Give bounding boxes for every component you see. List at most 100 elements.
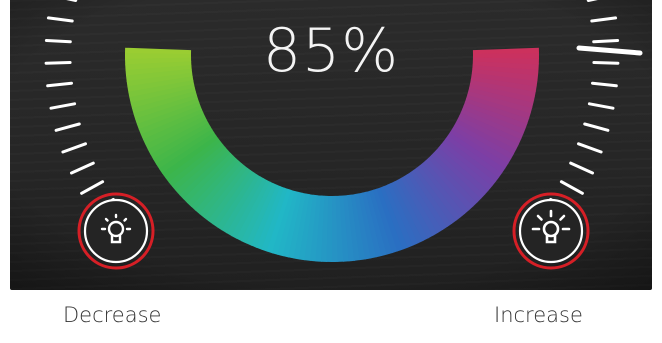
highlight-ring (77, 192, 155, 270)
hue-ring-segment (435, 146, 489, 195)
hue-ring-segment (466, 94, 531, 119)
hue-ring-segment (376, 187, 404, 252)
hue-ring-segment (168, 141, 224, 188)
hue-ring-segment (383, 184, 414, 248)
hue-ring-segment (471, 68, 539, 81)
hue-ring-segment (410, 169, 453, 228)
hue-ring-segment (236, 179, 271, 242)
button-ring (518, 198, 584, 264)
hue-ring-segment (212, 170, 255, 228)
left-tick (44, 39, 72, 44)
right-tick (559, 180, 584, 195)
hue-ring-segment (241, 181, 275, 244)
hue-ring-segment (390, 181, 424, 244)
left-tick (46, 81, 73, 88)
left-tick (46, 16, 74, 23)
hue-ring-segment (346, 194, 361, 261)
hue-ring-segment (467, 90, 533, 114)
hue-ring-segment (464, 97, 530, 124)
hue-ring-segment (128, 80, 195, 99)
hue-ring-segment (343, 195, 355, 262)
left-tick (54, 122, 81, 132)
right-tick (587, 102, 615, 110)
hue-ring-segment (470, 75, 537, 92)
hue-ring-segment (453, 122, 515, 160)
hue-ring-segment (165, 138, 222, 183)
hue-ring-segment (135, 98, 200, 125)
hue-ring-segment (277, 190, 300, 257)
hue-ring-segment (350, 194, 366, 261)
hue-ring-segment (288, 192, 307, 259)
left-tick (70, 161, 95, 175)
hue-ring-segment (361, 191, 383, 258)
hue-ring-segment (191, 158, 240, 211)
hue-ring-segment (131, 91, 197, 115)
hue-ring-segment (282, 191, 303, 258)
hue-ring-segment (304, 194, 318, 261)
hue-ring-segment (427, 155, 478, 207)
right-tick (577, 142, 603, 154)
increase-brightness-button[interactable] (511, 191, 591, 271)
left-tick (80, 180, 105, 195)
right-tick (592, 39, 620, 44)
hue-ring-segment (449, 128, 509, 169)
highlight-ring (512, 192, 590, 270)
hue-ring-segment (140, 108, 204, 141)
hue-ring-segment (407, 171, 448, 231)
brightness-percentage: 85% (262, 16, 400, 86)
hue-ring-segment (226, 176, 264, 237)
hue-ring-segment (175, 147, 229, 196)
hue-ring-segment (129, 83, 195, 104)
hue-ring-segment (136, 101, 201, 130)
hue-ring-segment (358, 192, 377, 259)
hue-ring-segment (445, 134, 503, 178)
hue-ring-segment (217, 172, 258, 231)
hue-ring-segment (195, 160, 243, 215)
hue-ring-segment (162, 135, 219, 179)
right-tick (583, 122, 610, 132)
hue-ring-segment (298, 194, 314, 261)
hue-ring-segment (430, 152, 482, 203)
hue-ring-segment (256, 186, 285, 250)
hue-ring-segment (183, 152, 234, 204)
hue-ring-segment (413, 167, 457, 225)
hue-ring-segment (130, 87, 196, 109)
increase-label: Increase (494, 303, 583, 327)
hue-ring-segment (138, 105, 203, 136)
hue-ring-segment (354, 193, 372, 260)
hue-ring-segment (471, 71, 538, 87)
brightness-control-panel: 85% (10, 0, 652, 290)
hue-ring-segment (145, 115, 207, 151)
left-tick (49, 102, 77, 110)
hue-ring-segment (403, 173, 444, 234)
color-ring-graphic (10, 0, 652, 290)
left-tick (44, 61, 72, 65)
hue-ring-segment (400, 175, 439, 236)
right-tick (590, 16, 618, 23)
button-ring (83, 198, 149, 264)
hue-ring-segment (221, 174, 261, 234)
hue-ring-segment (172, 144, 226, 192)
level-indicator-tick (576, 45, 643, 56)
hue-ring-segment (246, 183, 278, 246)
hue-ring-segment (153, 125, 213, 165)
hue-ring-segment (455, 118, 517, 155)
hue-ring-segment (419, 162, 466, 218)
hue-ring-segment (179, 150, 232, 200)
hue-ring-segment (457, 115, 520, 150)
hue-ring-segment (293, 193, 311, 260)
hue-ring-segment (150, 122, 211, 160)
hue-ring-segment (231, 178, 268, 239)
hue-ring (125, 47, 540, 263)
decrease-label: Decrease (63, 303, 162, 327)
hue-ring-segment (443, 138, 500, 183)
hue-ring-segment (468, 86, 534, 109)
hue-ring-segment (271, 189, 296, 255)
hue-ring-segment (142, 112, 206, 146)
decrease-brightness-button[interactable] (76, 191, 156, 271)
left-tick (61, 142, 87, 154)
hue-ring-segment (462, 104, 526, 135)
bulb-bright-icon (531, 209, 571, 244)
hue-ring-segment (147, 119, 209, 155)
hue-ring-segment (266, 188, 292, 254)
